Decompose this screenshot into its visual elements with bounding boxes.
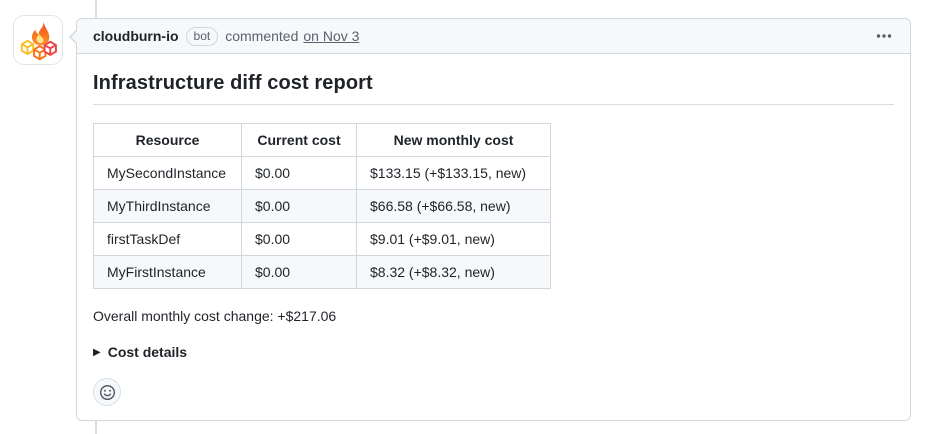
report-title: Infrastructure diff cost report — [93, 70, 894, 105]
author-link[interactable]: cloudburn-io — [93, 28, 179, 44]
cost-table: Resource Current cost New monthly cost M… — [93, 123, 551, 289]
commented-text: commented — [225, 28, 299, 44]
table-cell: $66.58 (+$66.58, new) — [356, 189, 551, 223]
table-row: firstTaskDef $0.00 $9.01 (+$9.01, new) — [93, 222, 551, 256]
table-cell: $0.00 — [241, 255, 357, 289]
table-cell: MySecondInstance — [93, 156, 242, 190]
add-reaction-button[interactable] — [93, 378, 121, 406]
table-row: MyFirstInstance $0.00 $8.32 (+$8.32, new) — [93, 255, 551, 289]
smiley-icon — [99, 384, 115, 400]
table-cell: $0.00 — [241, 189, 357, 223]
table-cell: $8.32 (+$8.32, new) — [356, 255, 551, 289]
table-cell: $0.00 — [241, 156, 357, 190]
comment-header: cloudburn-io bot commented on Nov 3 — [69, 19, 910, 54]
avatar[interactable] — [14, 16, 62, 64]
cost-details: ▶ Cost details — [93, 344, 894, 360]
column-header-resource: Resource — [93, 123, 242, 157]
column-header-new-monthly-cost: New monthly cost — [356, 123, 551, 157]
cost-details-label: Cost details — [107, 344, 188, 360]
table-cell: MyThirdInstance — [93, 189, 242, 223]
table-header-row: Resource Current cost New monthly cost — [93, 123, 551, 157]
kebab-icon — [876, 34, 892, 38]
table-cell: MyFirstInstance — [93, 255, 242, 289]
timestamp-link[interactable]: on Nov 3 — [303, 28, 360, 44]
overall-cost-change: Overall monthly cost change: +$217.06 — [93, 308, 337, 324]
table-row: MySecondInstance $0.00 $133.15 (+$133.15, … — [93, 156, 551, 190]
comment-card: cloudburn-io bot commented on Nov 3 Infr… — [69, 18, 911, 422]
comment-body: Infrastructure diff cost report Resource… — [77, 54, 910, 422]
kebab-menu-button[interactable] — [874, 26, 894, 46]
flame-and-cubes-logo-icon — [20, 20, 57, 61]
table-cell: $133.15 (+$133.15, new) — [356, 156, 551, 190]
table-cell: $9.01 (+$9.01, new) — [356, 222, 551, 256]
table-cell: firstTaskDef — [93, 222, 242, 256]
column-header-current-cost: Current cost — [241, 123, 357, 157]
cost-details-summary[interactable]: ▶ Cost details — [93, 344, 894, 360]
table-cell: $0.00 — [241, 222, 357, 256]
table-row: MyThirdInstance $0.00 $66.58 (+$66.58, new… — [93, 189, 551, 223]
collapsed-triangle-icon: ▶ — [93, 346, 101, 358]
bot-badge: bot — [185, 26, 219, 46]
speech-caret — [69, 29, 79, 45]
